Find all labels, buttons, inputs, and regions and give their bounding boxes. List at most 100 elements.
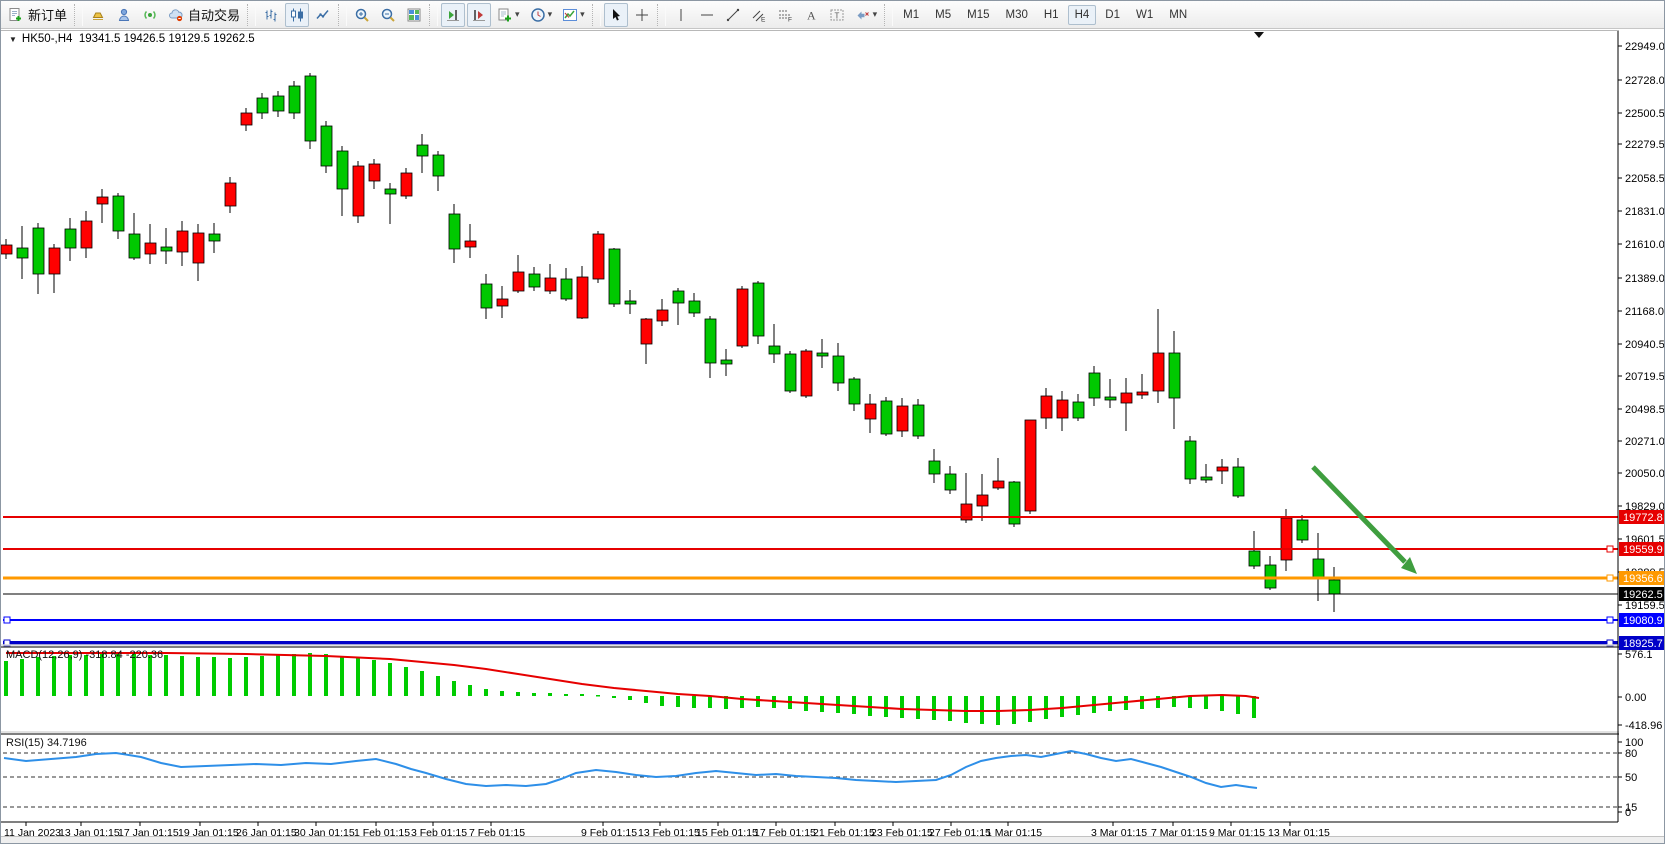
macd-bar	[1172, 696, 1176, 707]
line-handle[interactable]	[1606, 639, 1614, 647]
chart-area[interactable]: ▼ HK50-,H4 19341.5 19426.5 19129.5 19262.…	[1, 29, 1665, 839]
crosshair-icon	[635, 8, 648, 21]
chevron-down-icon[interactable]: ▼	[9, 35, 17, 44]
chevron-down-icon[interactable]: ▾	[872, 9, 878, 19]
line-type-icon	[316, 9, 329, 19]
trendline-button[interactable]	[721, 3, 745, 27]
cursor-button[interactable]	[603, 2, 628, 27]
macd-bar	[660, 696, 664, 706]
timeframe-w1-button[interactable]: W1	[1135, 8, 1154, 21]
timeframe-d1-button[interactable]: D1	[1105, 8, 1120, 21]
macd-bar	[244, 657, 248, 696]
axis-label: 21168.0	[1625, 306, 1664, 318]
line-handle[interactable]	[3, 639, 11, 647]
macd-bar	[212, 657, 216, 696]
macd-bar	[516, 692, 520, 696]
candle-body	[528, 273, 541, 288]
candle-body	[1, 244, 13, 255]
zoom-in-button[interactable]	[350, 3, 374, 27]
macd-bar	[20, 659, 24, 696]
macd-bar	[916, 696, 920, 719]
text-button[interactable]: A	[799, 3, 823, 27]
macd-bar	[132, 654, 136, 696]
line-handle[interactable]	[1606, 616, 1614, 624]
axis-label: 21610.0	[1625, 239, 1665, 251]
macd-bar	[420, 671, 424, 696]
candle-body	[640, 318, 653, 345]
macd-bar	[900, 696, 904, 718]
price-axis[interactable]	[1619, 29, 1665, 822]
line-handle[interactable]	[1606, 574, 1614, 582]
fibonacci-button[interactable]: F	[773, 3, 797, 27]
toolbar-separator	[247, 3, 257, 26]
timeframe-m1-button[interactable]: M1	[903, 8, 920, 21]
autotrade-button[interactable]: 自动交易	[164, 3, 244, 27]
candle-body	[192, 232, 205, 264]
chart-shift-button[interactable]	[467, 2, 492, 27]
macd-bar	[468, 685, 472, 696]
symbol-period: HK50-,H4	[21, 33, 73, 45]
line-handle[interactable]	[1606, 545, 1614, 553]
price-badge	[1619, 636, 1664, 650]
candle-body	[1232, 466, 1245, 497]
candle-body	[976, 494, 989, 507]
signals-button[interactable]	[138, 3, 162, 27]
macd-bar	[4, 661, 8, 696]
timeframe-h1-button[interactable]: H1	[1043, 8, 1059, 21]
macd-bar	[532, 693, 536, 696]
axis-label: 80	[1625, 748, 1637, 760]
timeframe-m30-button[interactable]: M30	[1005, 8, 1028, 21]
candle-body	[304, 75, 317, 142]
candle-body	[544, 277, 557, 292]
macd-bar	[1252, 696, 1256, 718]
candle-body	[464, 240, 477, 248]
chevron-down-icon[interactable]: ▾	[515, 9, 520, 19]
candlestick-chart-button[interactable]	[285, 2, 310, 27]
candle-body	[1328, 579, 1341, 595]
macd-bar	[164, 655, 168, 696]
horizontal-line-button[interactable]	[695, 3, 719, 27]
bar-chart-button[interactable]	[259, 3, 283, 27]
new-order-button[interactable]: 新订单	[4, 3, 71, 27]
axis-label: 100	[1625, 737, 1643, 749]
macd-bar	[484, 689, 488, 696]
community-button[interactable]	[112, 3, 136, 27]
line-handle[interactable]	[3, 616, 11, 624]
auto-scroll-button[interactable]	[441, 2, 466, 27]
macd-bar	[1188, 696, 1192, 708]
toolbar-separator	[338, 3, 348, 26]
label-button[interactable]: T	[825, 3, 849, 27]
chevron-down-icon[interactable]: ▾	[547, 9, 553, 19]
timeframe-h4-button[interactable]: H4	[1067, 4, 1097, 25]
candle-body	[624, 300, 637, 305]
channel-button[interactable]: E	[747, 3, 771, 27]
timeframe-mn-button[interactable]: MN	[1169, 8, 1188, 21]
svg-text:E: E	[761, 16, 766, 23]
shapes-button[interactable]: ▾	[851, 3, 882, 27]
clock-icon	[530, 7, 545, 22]
arrow-object[interactable]	[1311, 465, 1407, 564]
candle-body	[48, 247, 61, 275]
line-chart-button[interactable]	[311, 3, 335, 27]
rsi-label: RSI(15) 34.7196	[6, 737, 87, 749]
shift-icon	[473, 9, 486, 21]
tile-windows-button[interactable]	[402, 3, 426, 27]
candle-body	[16, 247, 29, 259]
timeframe-m5-button[interactable]: M5	[935, 8, 952, 21]
new-chart-button[interactable]: ▾	[493, 3, 524, 27]
gold-button[interactable]	[86, 3, 110, 27]
macd-bar	[340, 656, 344, 696]
candle-body	[320, 125, 333, 167]
tile-icon	[407, 8, 421, 21]
svg-text:A: A	[807, 8, 816, 22]
shapes-icon	[857, 11, 869, 19]
candle-body	[336, 150, 349, 190]
crosshair-button[interactable]	[630, 3, 654, 27]
zoom-out-button[interactable]	[376, 3, 400, 27]
timeframe-m15-button[interactable]: M15	[967, 8, 990, 21]
period-button[interactable]: ▾	[526, 3, 557, 27]
svg-text:T: T	[834, 11, 839, 20]
chevron-down-icon[interactable]: ▾	[580, 9, 585, 19]
vertical-line-button[interactable]	[669, 3, 693, 27]
indicators-button[interactable]: ▾	[558, 3, 589, 27]
